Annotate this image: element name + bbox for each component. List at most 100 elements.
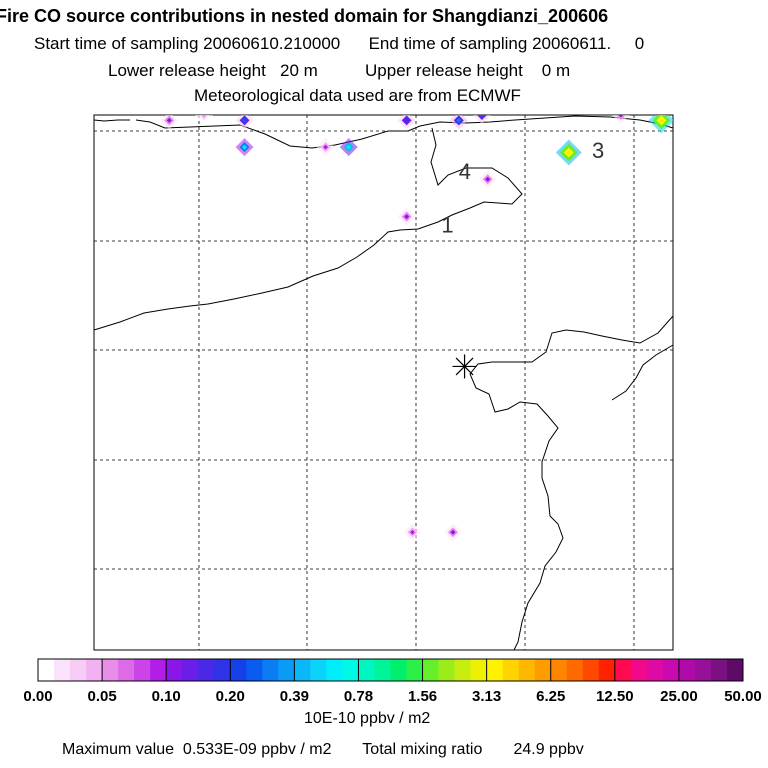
colorbar-swatch [406,659,423,681]
plume-blob [472,115,491,124]
map-frame [93,114,674,651]
coastlines [93,115,674,651]
plume-blob [403,523,422,542]
sampling-times: Start time of sampling 20060610.210000 E… [34,34,768,54]
plume-blob [235,138,254,157]
plume-blob [611,115,630,124]
colorbar-tick-label: 6.25 [536,688,565,705]
colorbar-swatch [246,659,263,681]
colorbar-swatch [326,659,343,681]
colorbar-swatch [726,659,744,681]
colorbar-swatch [390,659,407,681]
plume-blob [160,115,179,130]
colorbar-swatch [534,659,552,681]
lower-value: 20 m [280,61,318,80]
upper-value: 0 m [541,61,571,80]
met-data-note: Meteorological data used are from ECMWF [194,86,521,105]
colorbar-tick-label: 1.56 [408,688,437,705]
plume-blob [397,115,416,130]
colorbar-swatch [230,659,247,681]
colorbar-tick-label: 3.13 [472,688,501,705]
coastline-north [135,115,674,149]
release-heights: Lower release height 20 m Upper release … [108,61,768,81]
colorbar-swatch [214,659,231,681]
colorbar-tick-label: 0.10 [152,688,181,705]
colorbar-swatch [518,659,536,681]
colorbar-swatch [566,659,584,681]
colorbar-tick-label: 0.20 [216,688,245,705]
colorbar-swatch [614,659,632,681]
plume-blob [235,115,254,130]
plume-blob [449,115,468,130]
colorbar-swatch [550,659,568,681]
colorbar-swatch [582,659,600,681]
colorbar-swatch [262,659,279,681]
plume-blob [316,138,335,157]
colorbar-swatch [630,659,648,681]
coastline-east [469,315,674,651]
max-label: Maximum value [62,741,175,758]
colorbar-swatch [470,659,488,681]
map-label: 4 [459,159,471,184]
colorbar-swatch [134,659,151,681]
colorbar-swatch [454,659,472,681]
colorbar-swatch [86,659,103,681]
end-extra: 0 [634,34,645,53]
colorbar-tick-label: 12.50 [596,688,634,705]
grid-lines [94,115,673,650]
colorbar-swatch [710,659,728,681]
colorbar-swatch [694,659,712,681]
total-label: Total mixing ratio [362,741,483,758]
colorbar-swatch [374,659,391,681]
colorbar-swatch [278,659,295,681]
colorbar-swatch [150,659,167,681]
receptor-asterisk-icon [452,354,477,379]
colorbar-swatch [646,659,664,681]
plume-blob [648,115,673,134]
colorbar-swatch [422,659,439,681]
map-label: 1 [441,213,453,238]
max-value: 0.533E-09 ppbv / m2 [182,741,332,758]
colorbar-swatch [310,659,327,681]
end-value: 20060611. [532,34,612,53]
start-label: Start time of sampling [34,34,199,53]
colorbar-swatch [438,659,455,681]
map-label: 3 [592,138,604,163]
colorbar-swatch [70,659,87,681]
coastline-bay-north [93,119,130,122]
colorbar-tick-label: 0.00 [23,688,52,705]
colorbar-swatch [102,659,119,681]
colorbar-swatch [54,659,71,681]
colorbar-tick-label: 25.00 [660,688,698,705]
colorbar-swatch [502,659,520,681]
colorbar-swatch [166,659,183,681]
start-value: 20060610.210000 [203,34,341,53]
upper-label: Upper release height [365,61,523,80]
map-label-layer: 1 3 4 [441,138,604,238]
colorbar-swatch [182,659,199,681]
colorbar: 0.00 0.05 0.10 0.20 0.39 0.78 1.56 3.13 6.25 12.5… [23,658,762,705]
colorbar-swatch [358,659,375,681]
colorbar-swatch [294,659,311,681]
colorbar-swatch [38,659,55,681]
plume-blob [478,170,497,189]
colorbar-swatch [118,659,135,681]
colorbar-swatch [598,659,616,681]
colorbar-swatch [662,659,680,681]
colorbar-swatch [342,659,359,681]
coastline-northeast [611,344,674,401]
plume-blob [555,139,582,166]
footer-stats: Maximum value 0.533E-09 ppbv / m2 Total … [62,741,584,759]
plume-blob [195,115,214,124]
plume-blob [339,138,358,157]
plume-blob [397,207,416,226]
plume-blob [443,523,462,542]
end-label: End time of sampling [368,34,528,53]
colorbar-tick-label: 50.00 [724,688,762,705]
colorbar-tick-label: 0.78 [344,688,373,705]
colorbar-swatch [198,659,215,681]
colorbar-tick-label: 0.39 [280,688,309,705]
total-value: 24.9 ppbv [513,741,584,758]
colorbar-swatch [486,659,504,681]
